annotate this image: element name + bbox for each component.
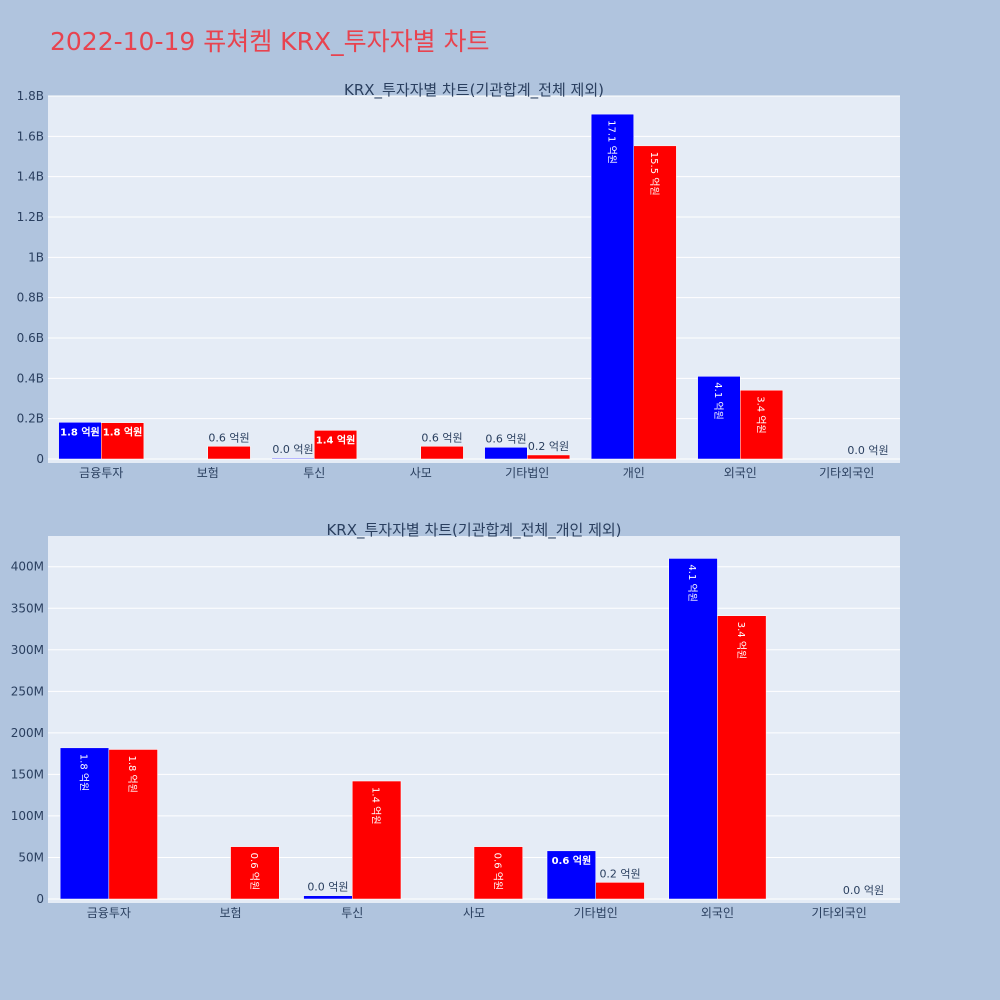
chart-subtitle: KRX_투자자별 차트(기관합계_전체_개인 제외) <box>326 521 621 540</box>
bar <box>314 430 358 460</box>
data-label: 0.0 억원 <box>843 884 884 897</box>
bar <box>207 446 251 460</box>
bar <box>590 113 635 460</box>
data-label: 0.0 억원 <box>272 443 313 456</box>
x-tick-label: 기타외국인 <box>819 466 874 480</box>
y-tick-label: 0.6B <box>17 331 44 345</box>
data-label: 1.8 억원 <box>126 755 138 792</box>
bar <box>740 389 784 460</box>
y-tick-label: 150M <box>11 767 44 781</box>
x-tick-label: 기타법인 <box>574 906 618 920</box>
bar <box>484 447 528 460</box>
bar <box>717 615 767 900</box>
data-label: 0.6 억원 <box>248 853 260 890</box>
data-label: 0.0 억원 <box>307 881 348 894</box>
y-tick-label: 0 <box>36 452 44 466</box>
data-label: 0.0 억원 <box>847 444 888 457</box>
x-tick-label: 투신 <box>341 906 363 920</box>
y-tick-label: 100M <box>11 809 44 823</box>
bar <box>59 747 110 900</box>
bar <box>420 446 464 460</box>
data-label: 0.6 억원 <box>208 431 249 444</box>
y-tick-label: 50M <box>18 850 44 864</box>
data-label: 0.6 억원 <box>552 854 592 867</box>
x-tick-label: 사모 <box>463 906 485 920</box>
data-label: 4.1 억원 <box>686 564 698 601</box>
y-tick-label: 1.6B <box>17 129 44 143</box>
x-tick-label: 기타외국인 <box>812 906 867 920</box>
bar <box>633 145 677 460</box>
data-label: 0.2 억원 <box>599 867 640 880</box>
data-label: 15.5 억원 <box>648 152 660 196</box>
bar <box>101 422 145 460</box>
y-tick-label: 1.2B <box>17 210 44 224</box>
data-label: 1.4 억원 <box>370 787 382 824</box>
page-title: 2022-10-19 퓨쳐켐 KRX_투자자별 차트 <box>50 27 490 56</box>
y-tick-label: 1.4B <box>17 170 44 184</box>
bar <box>595 882 645 900</box>
bar <box>473 846 523 900</box>
chart-top: 0 0.2B 0.4B 0.6B 0.8B 1B 1.2B 1.4B 1.6B 1.8B KRX_투… <box>17 81 900 480</box>
y-tick-label: 350M <box>11 601 44 615</box>
data-label: 1.8 억원 <box>78 754 90 791</box>
y-tick-label: 1.8B <box>17 89 44 103</box>
y-tick-label: 0.2B <box>17 412 44 426</box>
data-label: 4.1 억원 <box>712 382 724 419</box>
x-tick-label: 금융투자 <box>87 906 131 920</box>
data-label: 17.1 억원 <box>605 120 617 164</box>
bar <box>108 749 158 900</box>
chart-bottom: 0 50M 100M 150M 200M 250M 300M 350M 400M KRX_투자자별… <box>11 521 900 920</box>
x-tick-label: 금융투자 <box>79 466 123 480</box>
y-tick-label: 400M <box>11 560 44 574</box>
data-label: 0.6 억원 <box>485 432 526 445</box>
bar <box>271 457 315 460</box>
y-tick-label: 0.8B <box>17 291 44 305</box>
y-tick-label: 300M <box>11 643 44 657</box>
chart-subtitle: KRX_투자자별 차트(기관합계_전체 제외) <box>344 81 604 100</box>
x-tick-label: 사모 <box>410 466 432 480</box>
y-tick-label: 250M <box>11 684 44 698</box>
bar <box>546 850 596 900</box>
data-label: 1.8 억원 <box>103 426 143 439</box>
data-label: 0.6 억원 <box>491 853 503 890</box>
x-tick-label: 외국인 <box>701 906 734 920</box>
data-label: 3.4 억원 <box>735 622 747 659</box>
y-tick-label: 0.4B <box>17 371 44 385</box>
y-tick-label: 200M <box>11 726 44 740</box>
bar <box>527 454 571 460</box>
data-label: 1.8 억원 <box>60 425 100 438</box>
x-tick-label: 개인 <box>623 466 645 480</box>
y-tick-label: 0 <box>36 892 44 906</box>
bar <box>58 422 102 460</box>
bar <box>352 780 402 900</box>
bar <box>697 376 741 460</box>
y-tick-label: 1B <box>28 250 44 264</box>
data-label: 1.4 억원 <box>316 433 356 446</box>
x-tick-label: 보험 <box>220 906 242 920</box>
x-tick-label: 보험 <box>197 466 219 480</box>
bar <box>230 846 280 900</box>
bar <box>303 895 353 900</box>
data-label: 3.4 억원 <box>755 396 767 433</box>
data-label: 0.6 억원 <box>421 431 462 444</box>
x-tick-label: 외국인 <box>724 466 757 480</box>
bar <box>668 558 718 900</box>
x-tick-label: 기타법인 <box>505 466 549 480</box>
x-tick-label: 투신 <box>303 466 325 480</box>
data-label: 0.2 억원 <box>528 440 569 453</box>
